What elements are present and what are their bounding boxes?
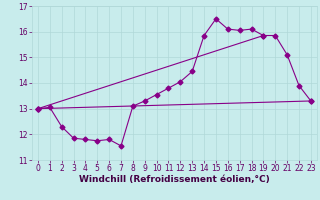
- X-axis label: Windchill (Refroidissement éolien,°C): Windchill (Refroidissement éolien,°C): [79, 175, 270, 184]
